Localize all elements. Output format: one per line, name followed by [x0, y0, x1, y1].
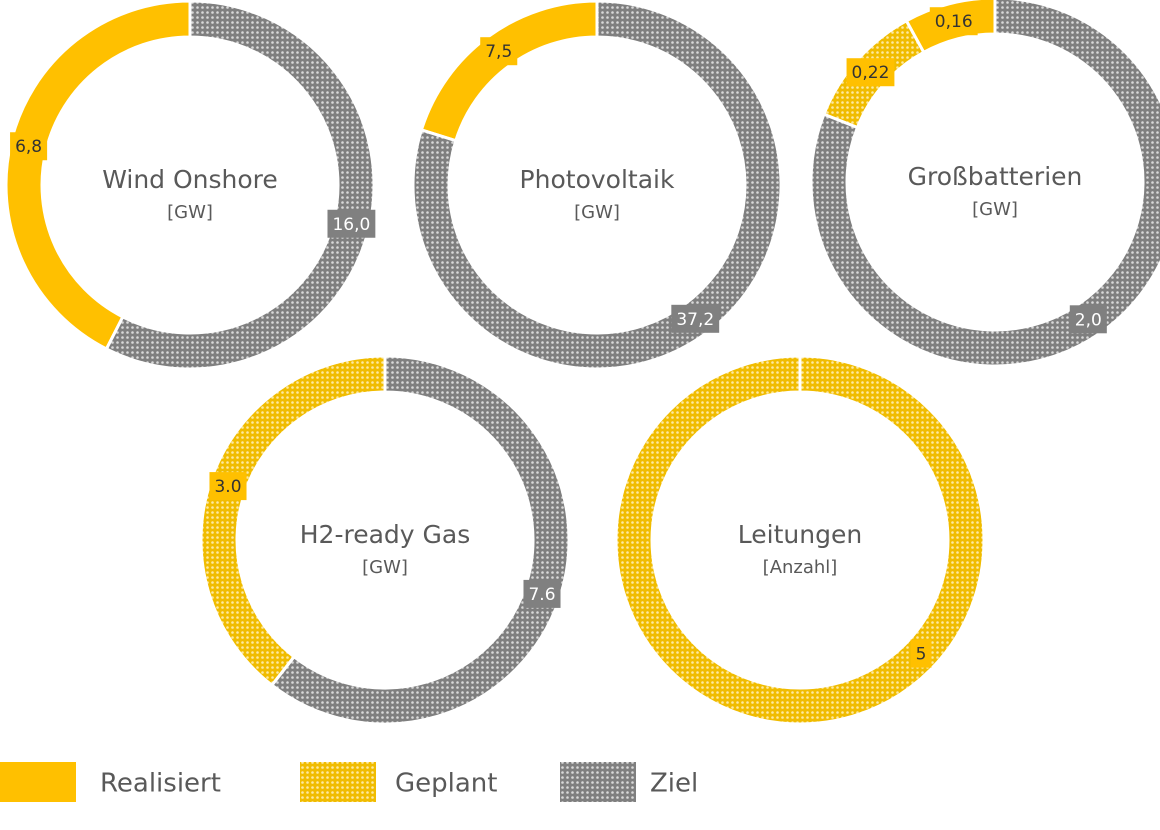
data-label: 6,8 [15, 137, 42, 157]
donut-title: Großbatterien [908, 162, 1083, 191]
data-label-box [327, 209, 376, 238]
donut-unit: [GW] [362, 557, 408, 578]
donut-unit: [GW] [574, 202, 620, 223]
data-label: 7,5 [485, 42, 512, 62]
data-label: 7.6 [528, 585, 555, 605]
legend-item: Realisiert [0, 762, 221, 802]
legend-swatch [560, 762, 636, 802]
donut: 6,8 16,0 Wind Onshore [GW] [4, 0, 376, 371]
data-label: 2,0 [1075, 310, 1102, 330]
legend-swatch [0, 762, 76, 802]
data-label-box [480, 37, 518, 66]
legend-label: Ziel [650, 769, 698, 799]
donut-segment [419, 0, 599, 143]
legend-item: Ziel [560, 762, 698, 802]
data-label-box [671, 304, 720, 333]
target-segment [104, 0, 376, 371]
data-label: 5 [916, 645, 927, 665]
data-label-box [523, 579, 561, 608]
data-label-box [910, 639, 932, 668]
donut: 3.0 7.6 H2-ready Gas [GW] [199, 354, 571, 726]
donut-unit: [GW] [972, 199, 1018, 220]
donut-title: Photovoltaik [520, 165, 675, 194]
data-label-box [209, 472, 247, 501]
donut-title: Wind Onshore [102, 165, 278, 194]
legend-item: Geplant [300, 762, 497, 802]
target-segment [809, 0, 1160, 368]
data-label: 3.0 [214, 477, 241, 497]
data-label-box [1069, 305, 1107, 334]
donut-title: H2-ready Gas [300, 520, 470, 549]
donut: 0,16 0,22 2,0 Großbatterien [GW] [809, 0, 1160, 368]
legend-label: Geplant [395, 769, 497, 799]
data-label: 0,16 [935, 12, 973, 32]
legend-swatch [300, 762, 376, 802]
data-label: 37,2 [676, 310, 714, 330]
donut-segment [614, 354, 986, 726]
donut: 5 Leitungen [Anzahl] [614, 354, 986, 726]
legend-label: Realisiert [100, 769, 221, 799]
target-segment [411, 0, 783, 371]
data-label-box [929, 7, 978, 36]
donut: 7,5 37,2 Photovoltaik [GW] [411, 0, 783, 371]
data-label: 16,0 [332, 215, 370, 235]
target-segment [269, 354, 571, 726]
data-label-box [846, 58, 895, 87]
donut-title: Leitungen [738, 520, 862, 549]
data-label: 0,22 [852, 63, 890, 83]
donut-unit: [Anzahl] [763, 557, 838, 578]
data-label-box [10, 132, 48, 161]
donut-unit: [GW] [167, 202, 213, 223]
